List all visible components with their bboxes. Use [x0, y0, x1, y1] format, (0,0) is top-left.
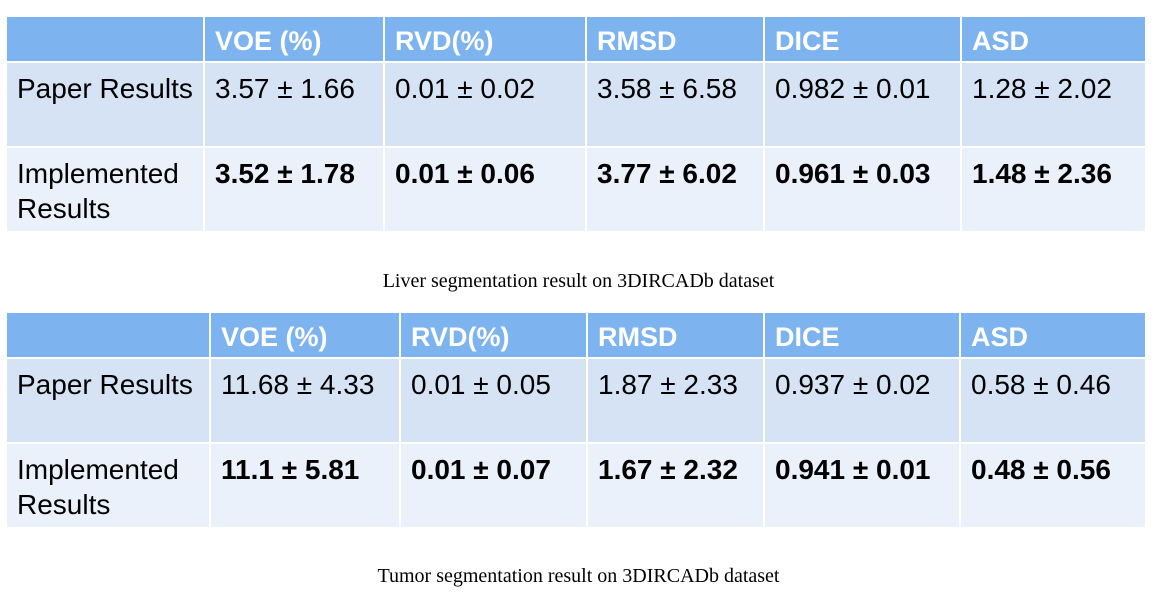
header-cell-voe: VOE (%)	[211, 313, 401, 359]
value-cell-rvd: 0.01 ± 0.06	[385, 148, 587, 233]
liver-results-table: VOE (%) RVD(%) RMSD DICE ASD Paper Resul…	[7, 17, 1145, 233]
header-cell-rmsd: RMSD	[587, 17, 765, 63]
header-cell-rmsd: RMSD	[588, 313, 765, 359]
row-label: Implemented Results	[7, 148, 205, 233]
value-cell-voe: 11.1 ± 5.81	[211, 444, 401, 529]
value-cell-rmsd: 1.87 ± 2.33	[588, 359, 765, 444]
header-cell-voe: VOE (%)	[205, 17, 385, 63]
header-cell-dice: DICE	[765, 17, 962, 63]
liver-paper-row: Paper Results 3.57 ± 1.66 0.01 ± 0.02 3.…	[7, 63, 1145, 148]
tumor-paper-row: Paper Results 11.68 ± 4.33 0.01 ± 0.05 1…	[7, 359, 1145, 444]
header-cell-rvd: RVD(%)	[401, 313, 588, 359]
liver-table-caption: Liver segmentation result on 3DIRCADb da…	[382, 270, 775, 292]
tumor-results-table: VOE (%) RVD(%) RMSD DICE ASD Paper Resul…	[7, 313, 1145, 529]
header-cell-asd: ASD	[962, 17, 1145, 63]
row-label: Paper Results	[7, 359, 211, 444]
value-cell-asd: 1.48 ± 2.36	[962, 148, 1145, 233]
value-cell-rvd: 0.01 ± 0.05	[401, 359, 588, 444]
value-cell-rmsd: 3.58 ± 6.58	[587, 63, 765, 148]
tumor-header-row: VOE (%) RVD(%) RMSD DICE ASD	[7, 313, 1145, 359]
value-cell-voe: 3.57 ± 1.66	[205, 63, 385, 148]
value-cell-rmsd: 3.77 ± 6.02	[587, 148, 765, 233]
value-cell-asd: 1.28 ± 2.02	[962, 63, 1145, 148]
value-cell-dice: 0.982 ± 0.01	[765, 63, 962, 148]
value-cell-dice: 0.937 ± 0.02	[765, 359, 961, 444]
value-cell-rvd: 0.01 ± 0.02	[385, 63, 587, 148]
row-label: Paper Results	[7, 63, 205, 148]
row-label: Implemented Results	[7, 444, 211, 529]
liver-header-row: VOE (%) RVD(%) RMSD DICE ASD	[7, 17, 1145, 63]
value-cell-asd: 0.58 ± 0.46	[961, 359, 1145, 444]
value-cell-dice: 0.961 ± 0.03	[765, 148, 962, 233]
value-cell-rmsd: 1.67 ± 2.32	[588, 444, 765, 529]
header-cell-dice: DICE	[765, 313, 961, 359]
tumor-implemented-row: Implemented Results 11.1 ± 5.81 0.01 ± 0…	[7, 444, 1145, 529]
value-cell-rvd: 0.01 ± 0.07	[401, 444, 588, 529]
liver-implemented-row: Implemented Results 3.52 ± 1.78 0.01 ± 0…	[7, 148, 1145, 233]
header-cell-asd: ASD	[961, 313, 1145, 359]
header-cell-blank	[7, 17, 205, 63]
value-cell-dice: 0.941 ± 0.01	[765, 444, 961, 529]
value-cell-asd: 0.48 ± 0.56	[961, 444, 1145, 529]
header-cell-rvd: RVD(%)	[385, 17, 587, 63]
tumor-table-caption: Tumor segmentation result on 3DIRCADb da…	[377, 565, 780, 587]
value-cell-voe: 3.52 ± 1.78	[205, 148, 385, 233]
header-cell-blank	[7, 313, 211, 359]
value-cell-voe: 11.68 ± 4.33	[211, 359, 401, 444]
